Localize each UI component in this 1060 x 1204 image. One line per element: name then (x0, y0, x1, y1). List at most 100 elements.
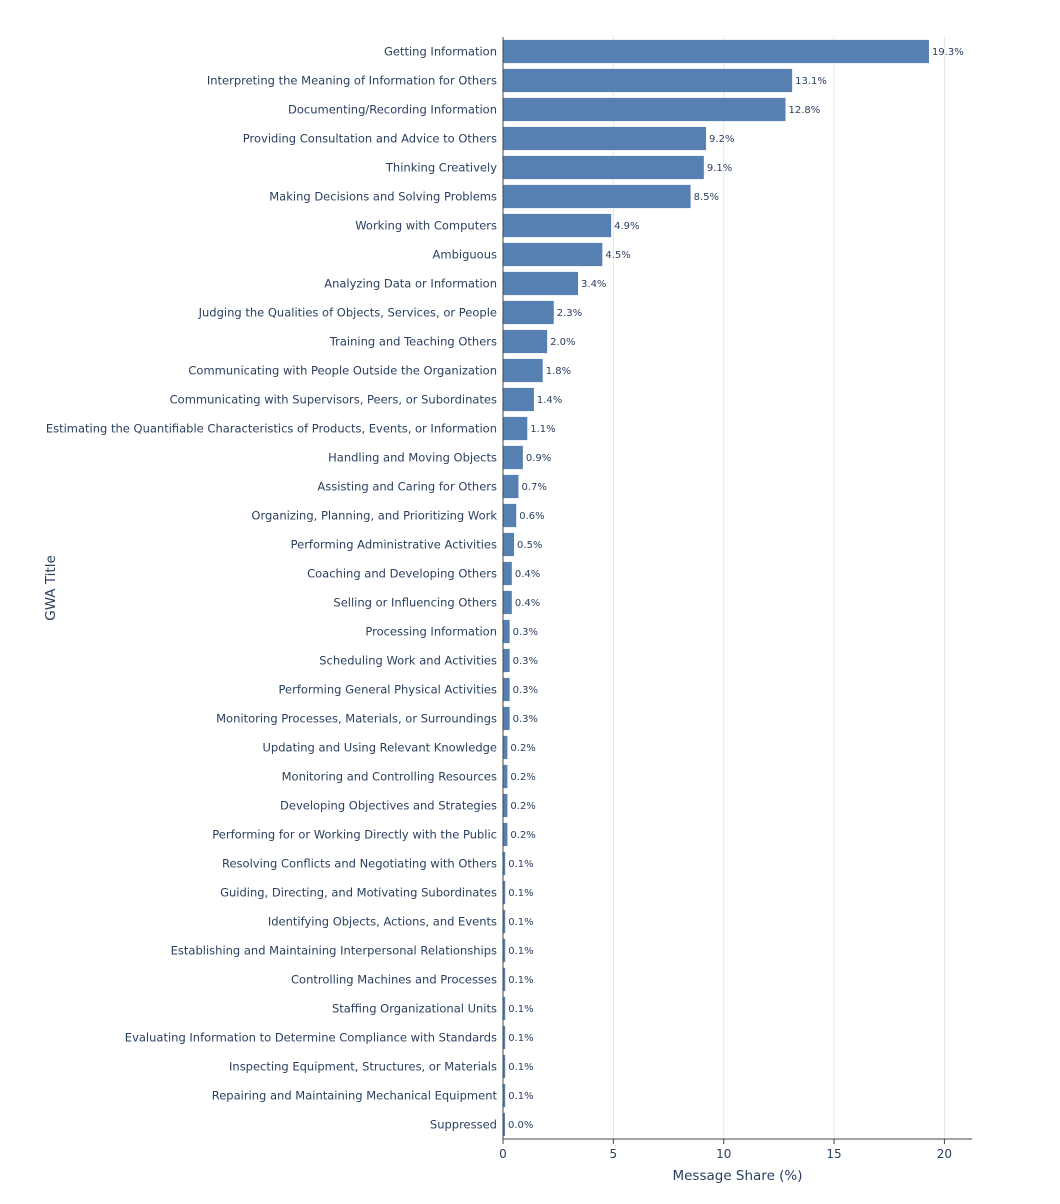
value-label: 0.2% (510, 772, 535, 783)
bar (503, 851, 506, 876)
bar (503, 938, 506, 963)
bar (503, 735, 508, 760)
y-axis-title: GWA Title (43, 555, 59, 621)
category-label: Training and Teaching Others (329, 335, 497, 349)
category-label: Identifying Objects, Actions, and Events (268, 915, 497, 929)
x-tick-label: 5 (610, 1147, 618, 1161)
bar (503, 416, 528, 441)
value-label: 0.2% (510, 830, 535, 841)
value-label: 0.3% (513, 685, 538, 696)
value-label: 0.1% (508, 888, 533, 899)
value-label: 0.7% (521, 482, 546, 493)
category-label: Performing General Physical Activities (279, 683, 497, 697)
category-label: Documenting/Recording Information (288, 103, 497, 117)
value-label: 1.1% (530, 424, 555, 435)
bar (503, 880, 506, 905)
category-label: Controlling Machines and Processes (291, 973, 497, 987)
bar (503, 793, 508, 818)
category-label: Communicating with People Outside the Or… (188, 364, 497, 378)
category-label: Selling or Influencing Others (333, 596, 497, 610)
bar (503, 155, 704, 180)
category-label: Working with Computers (355, 219, 497, 233)
axes: 0 5 10 15 20 (499, 37, 972, 1161)
value-label: 0.2% (510, 801, 535, 812)
bar (503, 358, 543, 383)
category-label: Monitoring Processes, Materials, or Surr… (216, 712, 497, 726)
x-axis-title: Message Share (%) (672, 1168, 802, 1184)
value-label: 0.6% (519, 511, 544, 522)
value-label: 0.9% (526, 453, 551, 464)
bar (503, 126, 707, 151)
value-label: 3.4% (581, 279, 606, 290)
category-label: Interpreting the Meaning of Information … (207, 74, 497, 88)
bar (503, 677, 510, 702)
value-label: 1.8% (546, 366, 571, 377)
value-label: 4.5% (605, 250, 630, 261)
category-label: Suppressed (430, 1118, 497, 1132)
value-label: 0.0% (508, 1120, 533, 1131)
category-label: Assisting and Caring for Others (317, 480, 497, 494)
category-label: Coaching and Developing Others (307, 567, 497, 581)
bar (503, 561, 512, 586)
labels: Getting Information 19.3% Interpreting the… (46, 45, 964, 1132)
value-label: 0.1% (508, 975, 533, 986)
value-label: 2.0% (550, 337, 575, 348)
bar (503, 1083, 506, 1108)
value-label: 0.1% (508, 1091, 533, 1102)
category-label: Communicating with Supervisors, Peers, o… (170, 393, 497, 407)
bar (503, 184, 691, 209)
category-label: Providing Consultation and Advice to Oth… (243, 132, 497, 146)
category-label: Monitoring and Controlling Resources (282, 770, 497, 784)
bar (503, 39, 929, 64)
value-label: 0.1% (508, 917, 533, 928)
value-label: 0.4% (515, 598, 540, 609)
value-label: 19.3% (932, 47, 964, 58)
bars (503, 39, 929, 1137)
value-label: 9.2% (709, 134, 734, 145)
bar (503, 97, 786, 122)
category-label: Processing Information (365, 625, 497, 639)
category-label: Establishing and Maintaining Interperson… (171, 944, 497, 958)
x-tick-label: 15 (826, 1147, 841, 1161)
category-label: Scheduling Work and Activities (319, 654, 497, 668)
bar (503, 1025, 506, 1050)
value-label: 2.3% (557, 308, 582, 319)
value-label: 0.1% (508, 1062, 533, 1073)
category-label: Getting Information (384, 45, 497, 59)
value-label: 4.9% (614, 221, 639, 232)
category-label: Analyzing Data or Information (324, 277, 497, 291)
category-label: Thinking Creatively (385, 161, 497, 175)
bar (503, 822, 508, 847)
category-label: Performing for or Working Directly with … (212, 828, 497, 842)
bar (503, 590, 512, 615)
category-label: Ambiguous (433, 248, 497, 262)
value-label: 0.1% (508, 1033, 533, 1044)
value-label: 12.8% (789, 105, 821, 116)
bar (503, 967, 506, 992)
category-label: Developing Objectives and Strategies (280, 799, 497, 813)
bar (503, 387, 534, 412)
bar (503, 1054, 506, 1079)
bar (503, 764, 508, 789)
value-label: 9.1% (707, 163, 732, 174)
value-label: 1.4% (537, 395, 562, 406)
category-label: Resolving Conflicts and Negotiating with… (222, 857, 497, 871)
bar (503, 474, 519, 499)
bar (503, 271, 579, 296)
bar (503, 445, 523, 470)
gridlines (612, 37, 945, 1139)
bar (503, 300, 554, 325)
value-label: 0.2% (510, 743, 535, 754)
value-label: 0.3% (513, 714, 538, 725)
bar (503, 213, 612, 238)
bar (503, 648, 510, 673)
value-label: 0.3% (513, 656, 538, 667)
bar (503, 503, 517, 528)
value-label: 8.5% (694, 192, 719, 203)
bar (503, 619, 510, 644)
value-label: 13.1% (795, 76, 827, 87)
category-label: Evaluating Information to Determine Comp… (125, 1031, 497, 1045)
category-label: Performing Administrative Activities (291, 538, 497, 552)
x-tick-label: 0 (499, 1147, 507, 1161)
